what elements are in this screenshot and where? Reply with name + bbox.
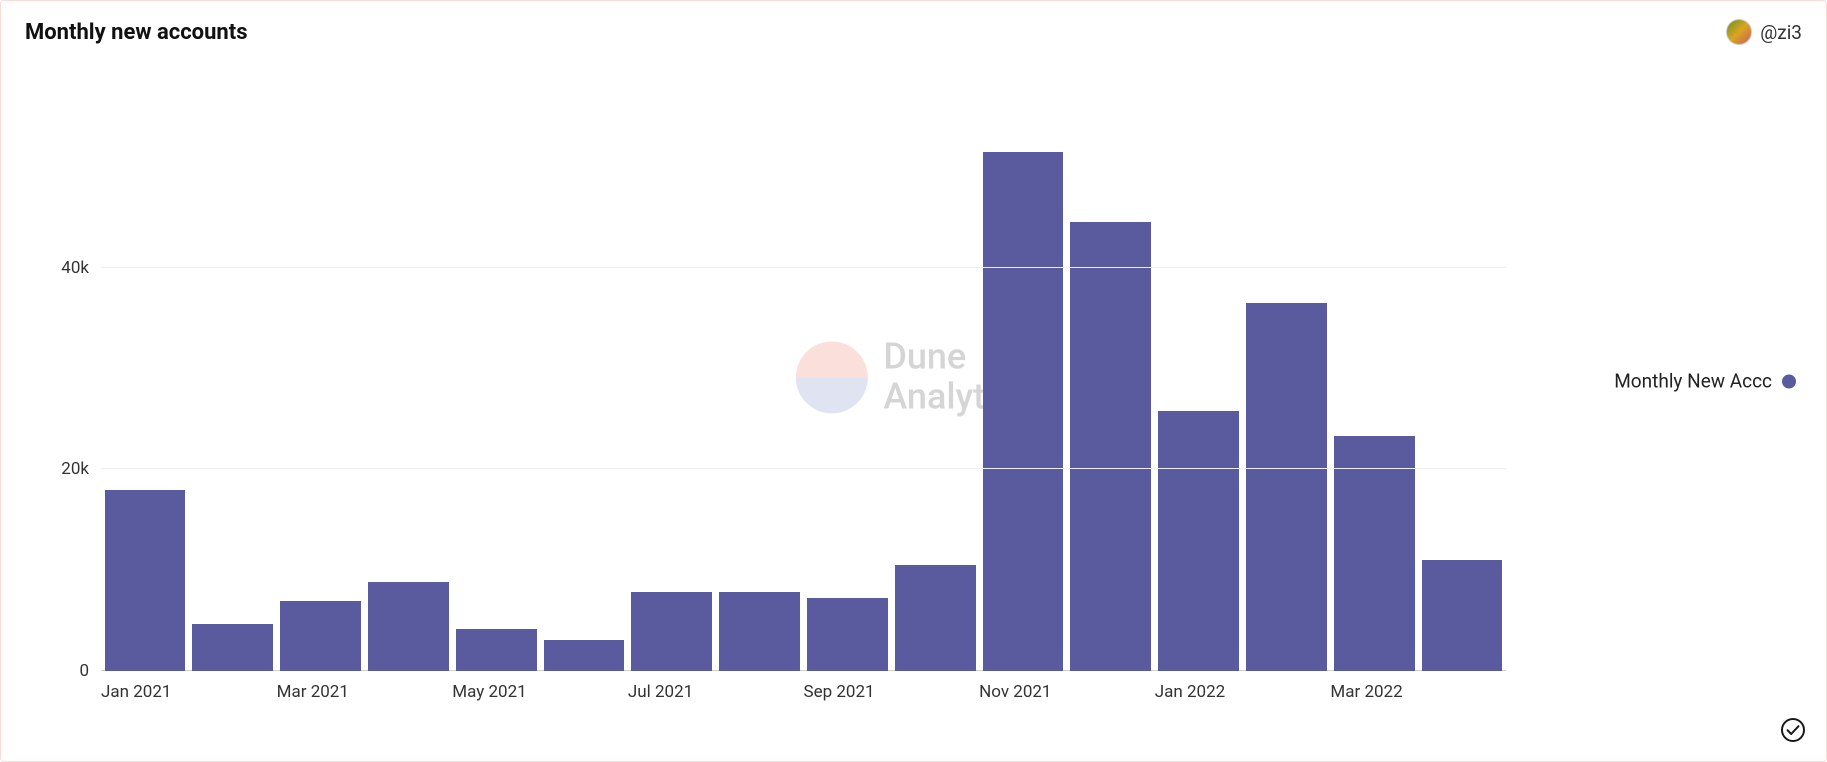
bar[interactable] (368, 582, 449, 671)
legend-swatch (1782, 374, 1796, 388)
x-axis-labels: Jan 2021 Mar 2021 May 2021 Jul 2021 Sep 2021… (101, 682, 1506, 706)
bar-slot (716, 111, 804, 671)
x-tick-label: May 2021 (452, 682, 526, 702)
x-tick-label: Mar 2021 (277, 682, 349, 702)
legend-label: Monthly New Accc (1614, 370, 1772, 393)
bar[interactable] (1334, 436, 1415, 671)
gridline (101, 468, 1506, 469)
y-tick-label: 40k (61, 258, 101, 278)
bar-slot (891, 111, 979, 671)
bar[interactable] (1422, 560, 1503, 671)
x-tick-label: Jan 2022 (1155, 682, 1225, 702)
bar-slot (101, 111, 189, 671)
bar-slot (979, 111, 1067, 671)
bar-slot (364, 111, 452, 671)
author-link[interactable]: @zi3 (1726, 19, 1802, 45)
bar-slot (189, 111, 277, 671)
x-tick-label: Sep 2021 (804, 682, 875, 702)
bar-slot (540, 111, 628, 671)
bar-slot (452, 111, 540, 671)
bars-container (101, 111, 1506, 671)
chart-title: Monthly new accounts (25, 20, 248, 45)
bar[interactable] (807, 598, 888, 671)
author-handle: @zi3 (1760, 21, 1802, 44)
y-tick-label: 0 (79, 661, 101, 681)
y-tick-label: 20k (61, 459, 101, 479)
x-tick-label: Jul 2021 (628, 682, 693, 702)
bar[interactable] (631, 592, 712, 671)
bar-slot (1330, 111, 1418, 671)
bar-slot (804, 111, 892, 671)
bar[interactable] (1246, 303, 1327, 671)
bar-slot (277, 111, 365, 671)
bar[interactable] (280, 601, 361, 671)
legend[interactable]: Monthly New Accc (1614, 370, 1796, 393)
x-tick-label: Mar 2022 (1330, 682, 1402, 702)
bar[interactable] (544, 640, 625, 671)
x-tick-label: Jan 2021 (101, 682, 171, 702)
bar-slot (1243, 111, 1331, 671)
bar[interactable] (456, 629, 537, 671)
bar[interactable] (1158, 411, 1239, 671)
gridline (101, 267, 1506, 268)
chart-card: Monthly new accounts @zi3 Dune Analytics… (0, 0, 1827, 762)
avatar (1726, 19, 1752, 45)
bar-slot (1418, 111, 1506, 671)
plot-area: 020k40k (101, 111, 1506, 671)
verified-check-icon[interactable] (1780, 717, 1806, 747)
bar[interactable] (192, 624, 273, 671)
bar[interactable] (719, 592, 800, 671)
bar[interactable] (1070, 222, 1151, 671)
bar[interactable] (895, 565, 976, 671)
bar-slot (1067, 111, 1155, 671)
bar-slot (1155, 111, 1243, 671)
bar[interactable] (983, 152, 1064, 671)
bar[interactable] (105, 490, 186, 671)
chart-header: Monthly new accounts @zi3 (1, 1, 1826, 45)
x-tick-label: Nov 2021 (979, 682, 1051, 702)
bar-slot (628, 111, 716, 671)
